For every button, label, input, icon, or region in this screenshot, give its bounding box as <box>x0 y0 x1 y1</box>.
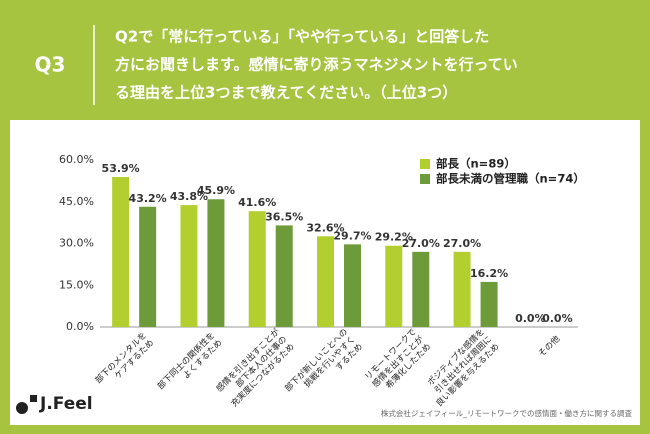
question-label: Q3 <box>35 53 66 77</box>
value-label: 27.0% <box>402 237 440 250</box>
value-label: 16.2% <box>470 267 508 280</box>
bar <box>385 245 403 327</box>
bar <box>453 251 471 327</box>
bar <box>344 244 361 327</box>
y-tick-label: 60.0% <box>59 153 94 166</box>
question-line: Q2で「常に行っている」「やや行っている」と回答した <box>115 28 489 46</box>
value-label: 29.7% <box>333 229 371 242</box>
bar <box>139 206 157 327</box>
logo-mark <box>30 395 37 402</box>
legend-label: 部長（n=89） <box>436 157 516 171</box>
bar <box>112 176 130 327</box>
value-label: 43.8% <box>170 190 208 203</box>
value-label: 41.6% <box>238 196 276 209</box>
value-label: 0.0% <box>515 312 546 325</box>
bar <box>207 199 225 327</box>
y-tick-label: 30.0% <box>59 237 94 250</box>
question-line: 方にお聞きします。感情に寄り添うマネジメントを行ってい <box>115 56 518 74</box>
value-label: 27.0% <box>443 237 481 250</box>
logo-mark <box>16 402 28 414</box>
value-label: 43.2% <box>129 192 167 205</box>
logo-text: J.Feel <box>39 394 93 414</box>
bar <box>412 251 430 327</box>
question-line: る理由を上位3つまで教えてください。（上位3つ） <box>115 84 457 102</box>
y-tick-label: 0.0% <box>66 320 94 333</box>
legend-swatch <box>420 159 430 169</box>
bar <box>480 281 498 327</box>
value-label: 29.2% <box>375 231 413 244</box>
legend-swatch <box>420 174 430 184</box>
logo: J.Feel <box>16 394 93 414</box>
bar <box>248 211 266 327</box>
value-label: 0.0% <box>542 312 573 325</box>
value-label: 36.5% <box>265 210 303 223</box>
bar <box>180 205 198 327</box>
bar <box>317 236 334 327</box>
source: 株式会社ジェイフィール_リモートワークでの感情面・働き方に関する調査 <box>381 408 633 418</box>
y-tick-label: 45.0% <box>59 195 94 208</box>
legend-label: 部長未満の管理職（n=74） <box>436 172 585 186</box>
value-label: 53.9% <box>102 162 140 175</box>
value-label: 32.6% <box>306 221 344 234</box>
y-tick-label: 15.0% <box>59 278 94 291</box>
value-label: 45.9% <box>197 184 235 197</box>
bar <box>275 225 293 327</box>
